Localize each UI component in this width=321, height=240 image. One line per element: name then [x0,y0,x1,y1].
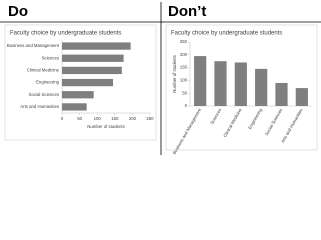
x-tick-label: Clinical Medicine [222,107,243,138]
bar [255,68,268,106]
x-tick-label: Arts and Humanities [280,108,304,144]
y-tick-label: 50 [182,90,187,95]
do-heading: Do [8,3,28,20]
y-tick-label: 200 [180,52,188,57]
y-tick-label: 100 [180,78,188,83]
x-axis-label: Number of students [87,124,125,129]
chart-frame [165,24,318,151]
bar [275,82,288,106]
bar [194,56,207,106]
x-tick-label: 250 [146,116,154,121]
chart-title: Faculty choice by undergraduate students [10,31,121,37]
bar [62,66,122,75]
y-tick-label: Business and Management [7,43,60,48]
y-tick-label: Social Sciences [29,92,59,97]
x-tick-label: 150 [111,116,119,121]
bar [62,78,114,87]
x-tick-label: Business and Management [172,107,203,155]
chart-frame [4,24,157,141]
bar [234,62,247,106]
y-axis-label: Number of students [172,55,177,93]
bar [295,88,308,106]
bar [214,61,227,106]
chart-title: Faculty choice by undergraduate students [171,31,282,37]
y-tick-label: Engineering [36,80,60,85]
page: Do Don’t Faculty choice by undergraduate… [0,2,321,155]
bar [62,42,131,50]
y-tick-label: 250 [180,39,188,44]
x-tick-label: Sciences [209,108,222,126]
x-tick-label: 200 [129,116,137,121]
x-tick-label: Engineering [247,107,263,130]
dont-heading: Don’t [168,3,206,20]
y-tick-label: 0 [185,103,188,108]
y-tick-label: Clinical Medicine [27,68,60,73]
y-tick-label: 150 [180,65,188,70]
y-tick-label: Arts and Humanities [20,104,59,109]
x-tick-label: 100 [94,116,102,121]
bar [62,103,87,111]
x-tick-label: 50 [77,116,82,121]
bar [62,54,124,62]
bar [62,91,94,99]
x-tick-label: 0 [61,116,64,121]
x-tick-label: Social Sciences [264,108,284,137]
y-tick-label: Sciences [42,55,59,60]
